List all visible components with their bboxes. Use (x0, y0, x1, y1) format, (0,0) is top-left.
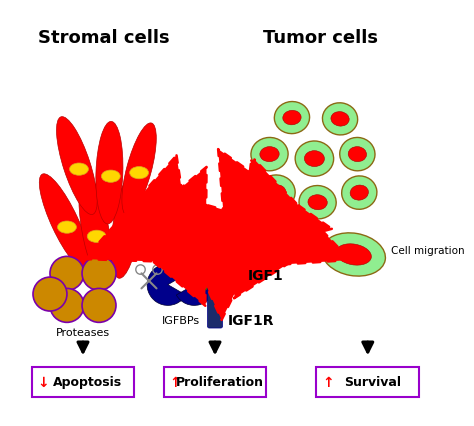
FancyBboxPatch shape (208, 285, 223, 328)
FancyBboxPatch shape (32, 367, 135, 397)
Ellipse shape (122, 124, 156, 216)
FancyBboxPatch shape (316, 367, 419, 397)
Text: Cell migration: Cell migration (392, 245, 465, 255)
Text: Survival: Survival (344, 375, 401, 389)
Text: Proliferation: Proliferation (176, 375, 264, 389)
Ellipse shape (348, 147, 366, 162)
Polygon shape (189, 249, 241, 302)
Ellipse shape (342, 176, 377, 210)
Ellipse shape (96, 122, 123, 225)
Ellipse shape (350, 186, 368, 201)
Wedge shape (147, 264, 186, 306)
Text: IGFBPs: IGFBPs (162, 315, 200, 325)
Ellipse shape (283, 111, 301, 126)
Text: Proteases: Proteases (56, 327, 110, 337)
Ellipse shape (130, 167, 148, 179)
Ellipse shape (101, 171, 120, 183)
Wedge shape (176, 264, 215, 306)
Ellipse shape (340, 138, 375, 171)
Ellipse shape (70, 164, 89, 176)
Text: ↑: ↑ (322, 375, 334, 389)
Ellipse shape (295, 142, 334, 177)
Ellipse shape (266, 185, 286, 201)
Text: ↑: ↑ (169, 375, 181, 389)
Ellipse shape (39, 174, 91, 271)
Circle shape (50, 257, 84, 291)
Ellipse shape (57, 222, 76, 234)
Text: IGF1R: IGF1R (228, 313, 275, 327)
Ellipse shape (79, 176, 111, 284)
Ellipse shape (322, 104, 358, 135)
Ellipse shape (251, 138, 288, 171)
Ellipse shape (118, 224, 137, 236)
Ellipse shape (331, 112, 349, 127)
Ellipse shape (274, 102, 310, 134)
Circle shape (204, 265, 226, 287)
Text: IGF1: IGF1 (248, 268, 284, 282)
Ellipse shape (336, 244, 371, 265)
Circle shape (50, 289, 84, 322)
Ellipse shape (322, 233, 385, 276)
Ellipse shape (87, 230, 106, 243)
Ellipse shape (308, 195, 327, 210)
Ellipse shape (56, 118, 97, 215)
Ellipse shape (111, 174, 142, 279)
Text: ↓: ↓ (37, 375, 49, 389)
Ellipse shape (260, 147, 279, 162)
Text: Apoptosis: Apoptosis (53, 375, 122, 389)
Circle shape (82, 289, 116, 322)
Ellipse shape (304, 151, 324, 167)
Ellipse shape (257, 176, 295, 211)
Text: Tumor cells: Tumor cells (263, 29, 378, 47)
Ellipse shape (299, 186, 336, 219)
Circle shape (82, 257, 116, 291)
Circle shape (33, 277, 67, 311)
Text: Stromal cells: Stromal cells (38, 29, 170, 47)
FancyBboxPatch shape (164, 367, 266, 397)
